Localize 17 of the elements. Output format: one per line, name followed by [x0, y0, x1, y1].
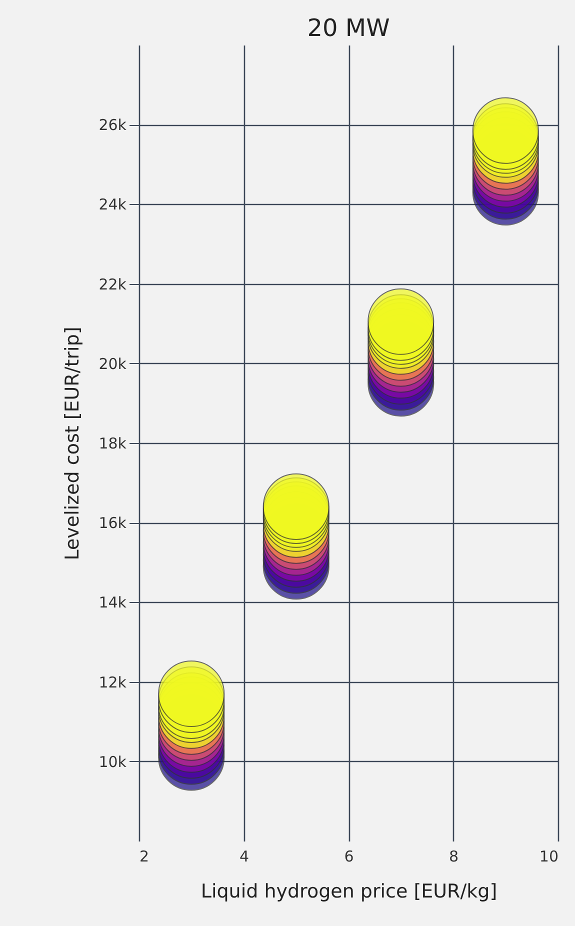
y-tick-label: 26k	[98, 116, 127, 134]
y-tick-label: 12k	[98, 673, 127, 692]
x-tick-label: 6	[344, 848, 354, 866]
y-tick-label: 16k	[98, 514, 127, 532]
y-tick-label: 14k	[98, 594, 127, 612]
y-tick-label: 22k	[98, 275, 127, 294]
x-tick-label: 4	[239, 848, 250, 866]
x-tick-label: 10	[539, 848, 558, 866]
x-tick-label: 2	[140, 848, 150, 866]
x-tick-label: 8	[448, 848, 459, 866]
chart-title: 20 MW	[307, 14, 390, 42]
y-tick-label: 18k	[98, 434, 127, 452]
y-tick-label: 24k	[98, 196, 127, 214]
y-axis-title: Levelized cost [EUR/trip]	[62, 326, 84, 560]
x-axis-title: Liquid hydrogen price [EUR/kg]	[200, 880, 498, 902]
y-tick-label: 20k	[98, 354, 127, 373]
y-tick-label: 10k	[98, 752, 127, 771]
